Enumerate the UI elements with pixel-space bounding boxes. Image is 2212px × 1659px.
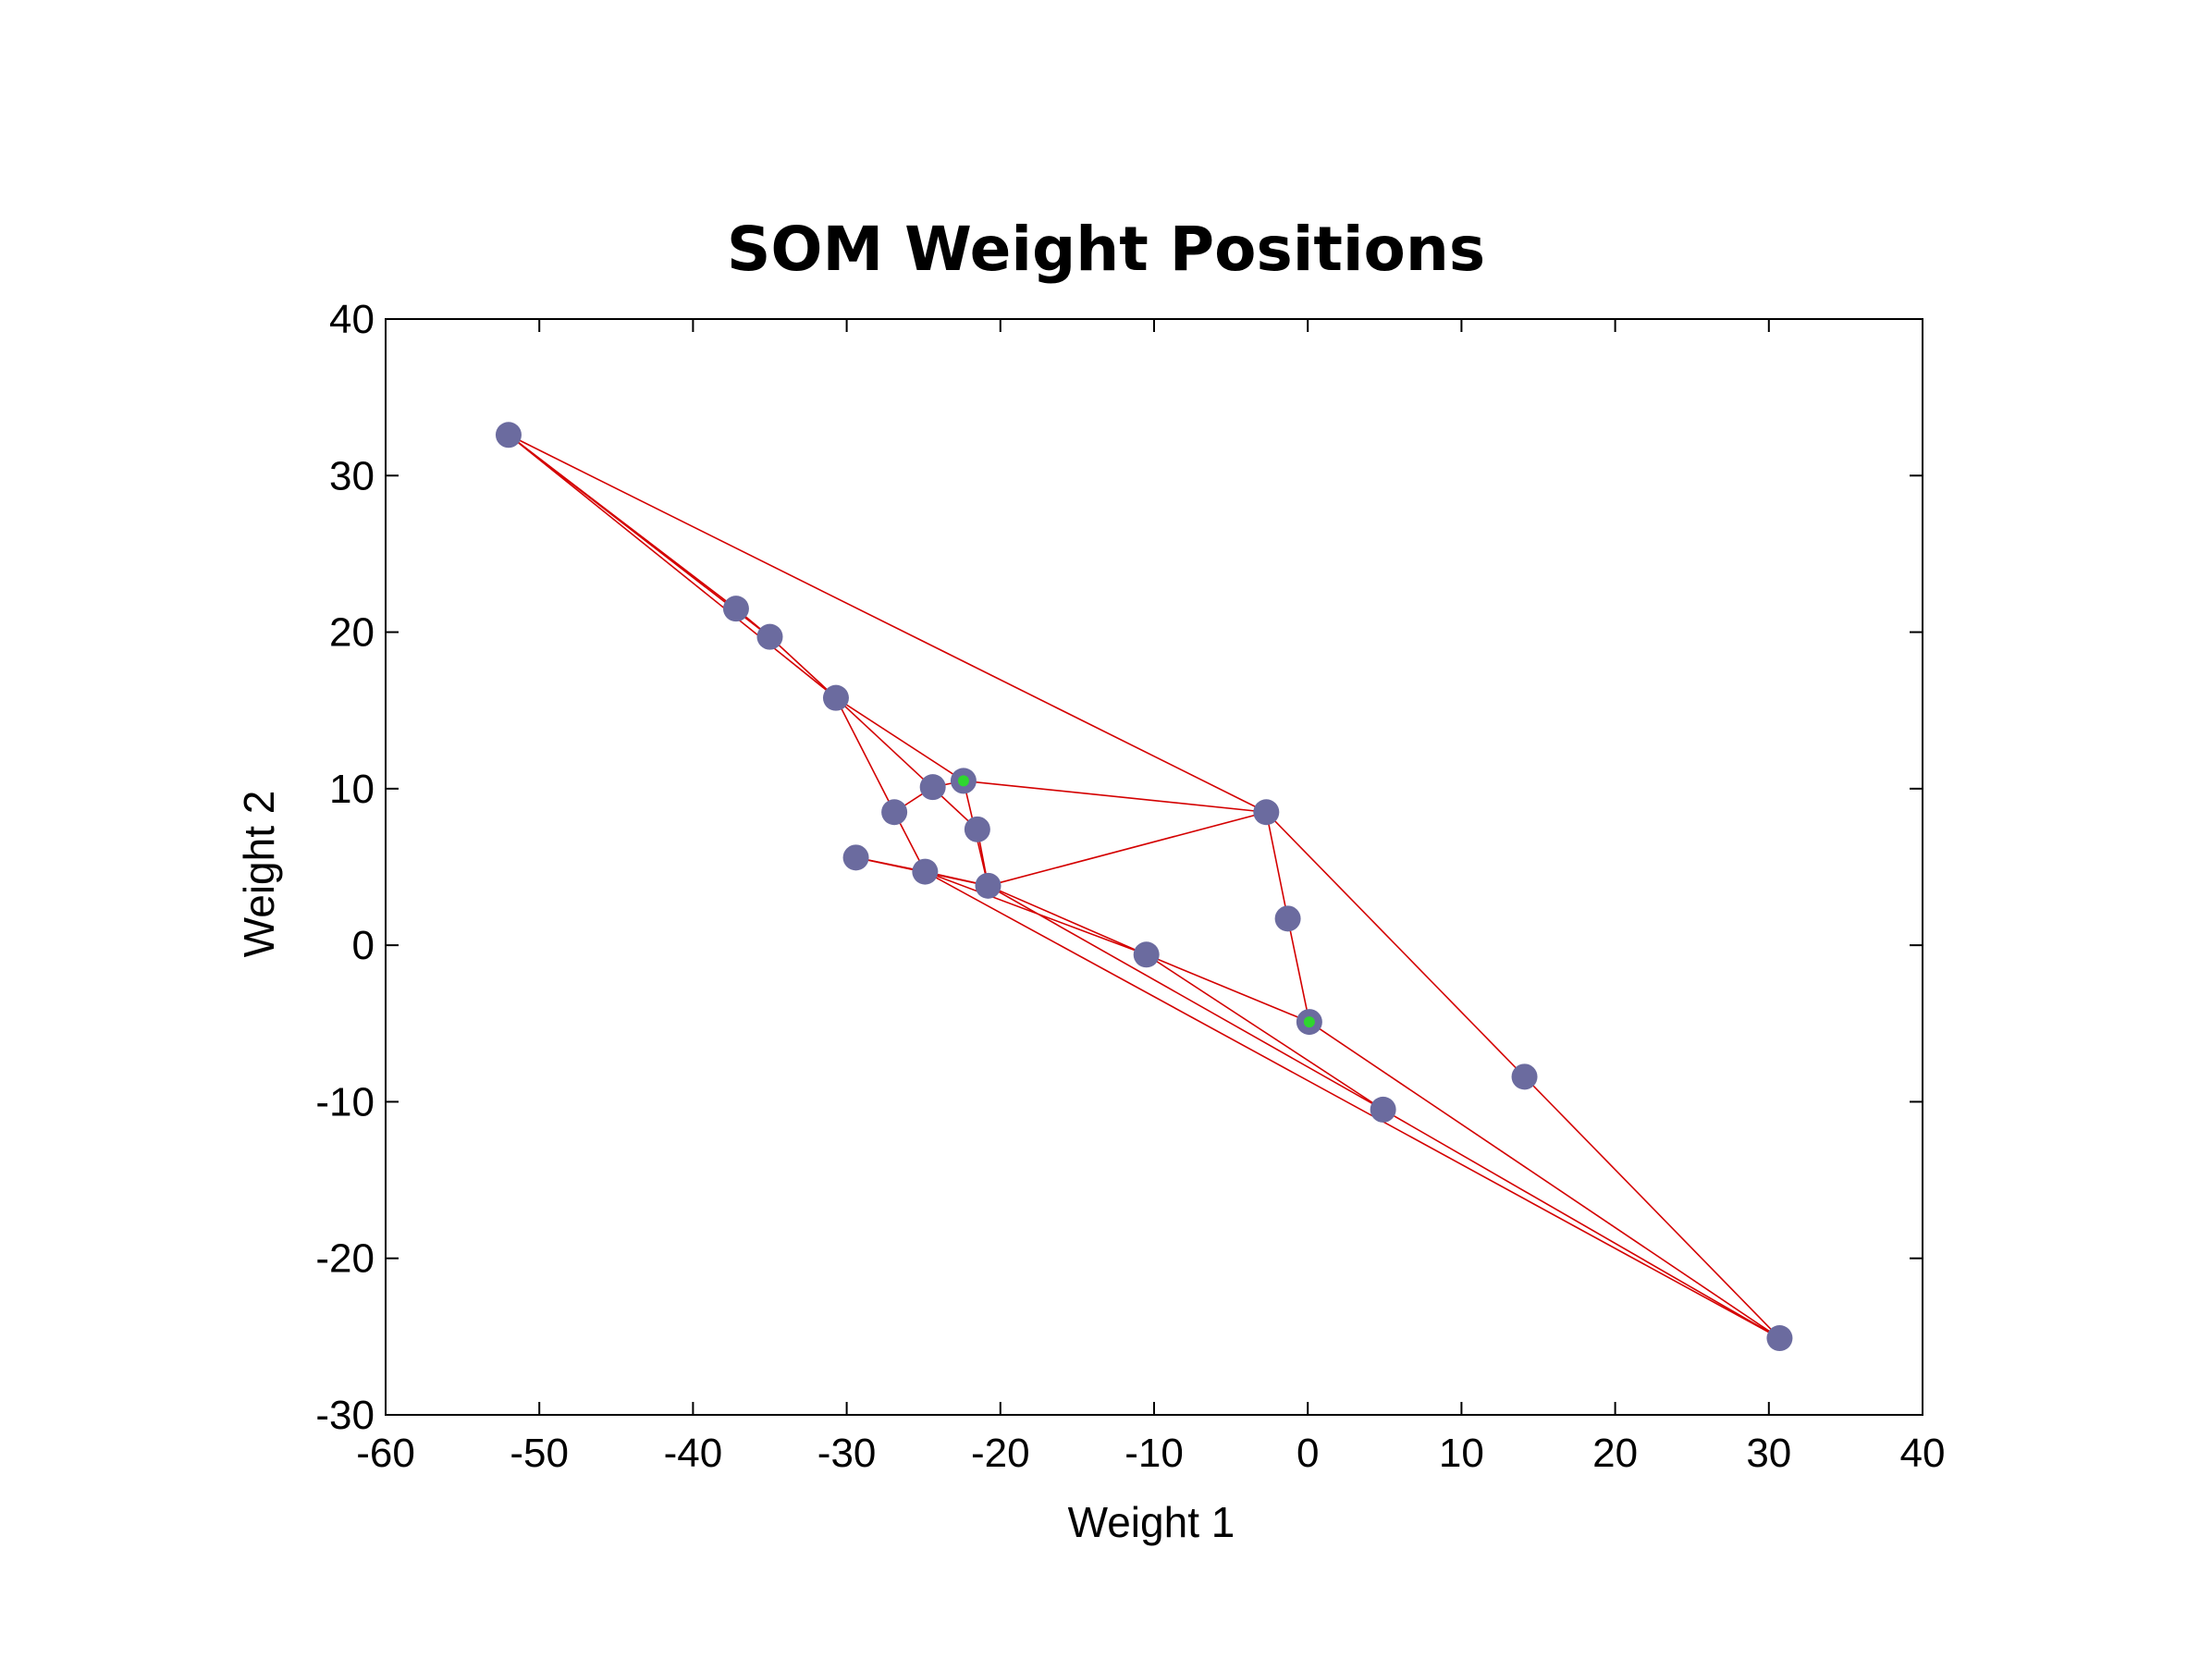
y-tick-label: -30 [315,1393,375,1438]
x-tick-label: -60 [356,1431,415,1476]
weight-node-8 [1253,799,1280,826]
edge-line-16-17 [1382,1109,1780,1339]
edge-line-0-8 [508,434,1267,813]
x-tick-label: -10 [1124,1431,1184,1476]
weight-node-highlight-14 [1303,1016,1315,1028]
x-tick-label: 40 [1900,1431,1946,1476]
y-tick-label: 0 [352,923,375,968]
weight-node-6 [881,799,908,826]
edge-line-8-12 [1265,812,1289,919]
y-tick-label: 20 [329,610,375,656]
x-tick-label: 0 [1296,1431,1319,1476]
weight-node-1 [722,596,749,622]
weight-node-2 [756,623,783,650]
edge-line-3-6 [835,697,895,813]
edge-line-13-16 [1146,953,1384,1111]
y-axis-ticks: -30 -20 -10 0 10 20 30 40 [315,297,1923,1438]
y-tick-label: 40 [329,297,375,342]
x-tick-label: -30 [817,1431,877,1476]
weight-node-11 [975,872,1002,899]
y-tick-label: -10 [315,1079,375,1124]
weight-node-16 [1370,1096,1396,1123]
weight-node-15 [1511,1063,1538,1090]
x-tick-label: -20 [971,1431,1030,1476]
weight-node-9 [842,844,869,871]
edge-line-5-8 [963,780,1267,814]
weight-node-0 [495,422,522,449]
edge-line-3-5 [835,697,965,782]
y-tick-label: -20 [315,1236,375,1282]
weight-node-17 [1766,1325,1793,1352]
weight-node-7 [964,816,990,842]
nodes-layer [495,422,1793,1352]
edge-line-14-17 [1309,1021,1780,1339]
weight-node-10 [912,858,939,885]
weight-node-4 [919,774,946,801]
edge-line-10-17 [924,870,1780,1339]
edge-line-11-16 [988,885,1384,1111]
y-tick-label: 30 [329,453,375,498]
weight-node-highlight-5 [957,775,969,787]
edge-line-13-14 [1146,953,1310,1023]
chart-title: SOM Weight Positions [727,214,1485,285]
x-tick-label: 10 [1439,1431,1484,1476]
edge-line-12-14 [1286,918,1310,1023]
x-tick-label: -50 [510,1431,569,1476]
edge-line-0-3 [508,434,837,699]
x-axis-label: Weight 1 [1068,1498,1235,1546]
x-tick-label: 30 [1746,1431,1791,1476]
weight-node-12 [1274,905,1301,932]
x-axis-ticks: -60 -50 -40 -30 -20 -10 0 10 20 30 40 [356,319,1945,1476]
x-tick-label: 20 [1592,1431,1638,1476]
edge-line-15-17 [1523,1075,1781,1339]
edge-line-11-13 [988,885,1148,956]
y-tick-label: 10 [329,767,375,812]
edge-line-8-11 [988,811,1267,887]
edge-line-2-3 [768,636,837,699]
edge-line-3-7 [835,697,978,830]
x-tick-label: -40 [664,1431,723,1476]
weight-node-13 [1133,941,1160,968]
weight-node-3 [822,684,849,711]
edge-line-8-15 [1265,811,1526,1077]
y-axis-label: Weight 2 [235,791,283,958]
